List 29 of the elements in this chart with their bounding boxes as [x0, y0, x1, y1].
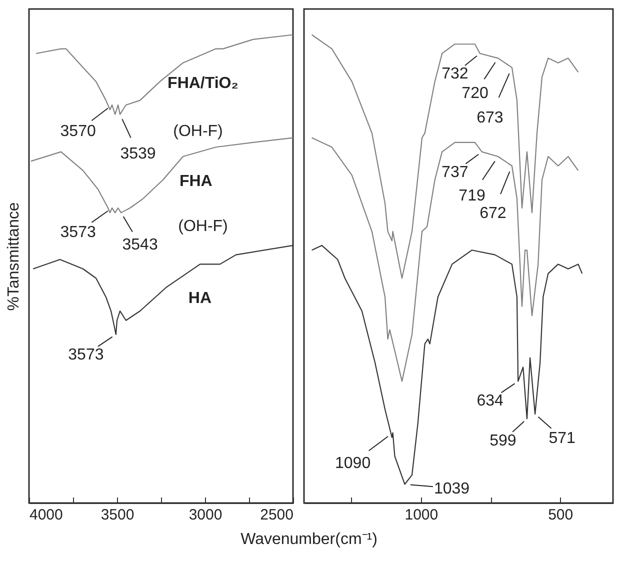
- x-tick-label: 500: [548, 506, 574, 524]
- annotation: 634: [476, 392, 504, 410]
- annotation: 673: [476, 110, 504, 127]
- annotation: 599: [490, 432, 516, 450]
- x-tick-label: 2500: [260, 506, 294, 524]
- x-tick-label: 3000: [188, 506, 222, 524]
- annotation: 571: [548, 430, 576, 448]
- series-label: FHA/TiO₂: [168, 74, 238, 92]
- annotation: 1090: [335, 454, 371, 472]
- x-tick-label: 3500: [100, 506, 134, 524]
- annotation: 720: [462, 85, 488, 102]
- x-axis-title: Wavenumber(cm⁻¹): [240, 530, 378, 548]
- x-tick-label: 4000: [30, 506, 63, 524]
- annotation: 737: [442, 164, 468, 181]
- annotation: 672: [480, 204, 506, 222]
- annotation: 3573: [60, 224, 96, 242]
- annotation: (OH-F): [173, 123, 223, 140]
- annotation: 3543: [122, 236, 158, 254]
- annotation: 732: [442, 65, 468, 82]
- annotation: 719: [458, 188, 486, 204]
- annotation: 3570: [60, 122, 96, 140]
- annotation: 1039: [434, 480, 470, 498]
- series-label: FHA: [179, 173, 213, 190]
- annotation: 3539: [120, 145, 156, 162]
- y-axis-title: %Tansmittance: [6, 202, 22, 311]
- series-label: HA: [188, 290, 212, 308]
- annotation: (OH-F): [178, 218, 228, 235]
- x-tick-label: 1000: [404, 506, 438, 524]
- annotation: 3573: [68, 346, 104, 364]
